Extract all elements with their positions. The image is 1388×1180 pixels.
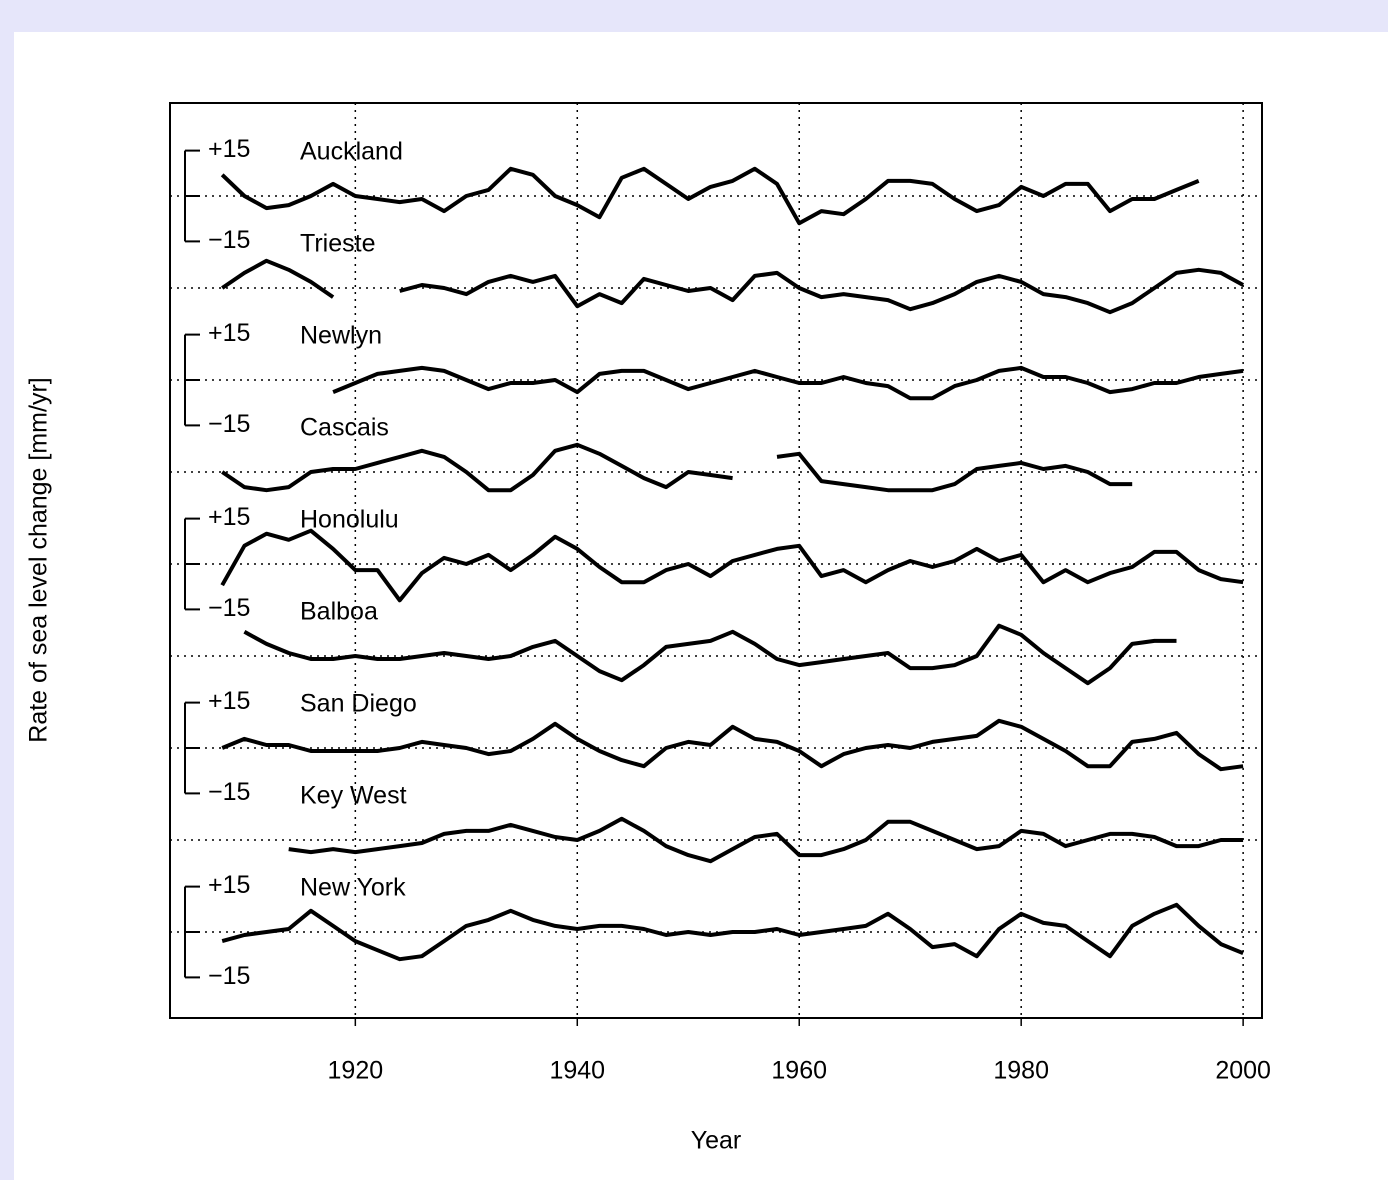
- series-line: [220, 528, 1244, 603]
- y-tick-label: −15: [208, 226, 250, 254]
- series-line: [221, 442, 1133, 493]
- series-label: Trieste: [300, 230, 375, 258]
- series-line: [221, 258, 1245, 315]
- y-tick-label: +15: [208, 135, 250, 163]
- y-tick-label: −15: [208, 410, 250, 438]
- x-tick-label: 2000: [1215, 1057, 1271, 1085]
- y-tick-label: +15: [208, 687, 250, 715]
- y-tick-label: +15: [208, 503, 250, 531]
- y-tick-label: −15: [208, 594, 250, 622]
- plot-frame: [169, 102, 1263, 1019]
- y-tick-label: +15: [208, 319, 250, 347]
- series-label: Key West: [300, 782, 407, 810]
- series-line: [220, 166, 1200, 226]
- panel: [14, 32, 1388, 1180]
- series-line: [243, 623, 1177, 686]
- x-tick-label: 1920: [328, 1057, 384, 1085]
- series-line: [221, 902, 1244, 962]
- series-label: Newlyn: [300, 322, 382, 350]
- y-tick-label: −15: [208, 962, 250, 990]
- series-line: [288, 816, 1244, 864]
- y-tick-label: −15: [208, 778, 250, 806]
- series-label: Honolulu: [300, 506, 399, 534]
- x-tick-label: 1960: [771, 1057, 827, 1085]
- y-axis-label: Rate of sea level change [mm/yr]: [25, 377, 53, 742]
- series-label: San Diego: [300, 690, 417, 718]
- series-line: [332, 365, 1244, 401]
- y-tick-label: +15: [208, 871, 250, 899]
- series-label: Cascais: [300, 414, 389, 442]
- series-label: Auckland: [300, 138, 403, 166]
- x-tick-label: 1940: [549, 1057, 605, 1085]
- series-label: Balboa: [300, 598, 378, 626]
- x-tick-label: 1980: [993, 1057, 1049, 1085]
- x-axis-label: Year: [691, 1127, 742, 1155]
- series-line: [221, 718, 1244, 772]
- series-label: New York: [300, 874, 406, 902]
